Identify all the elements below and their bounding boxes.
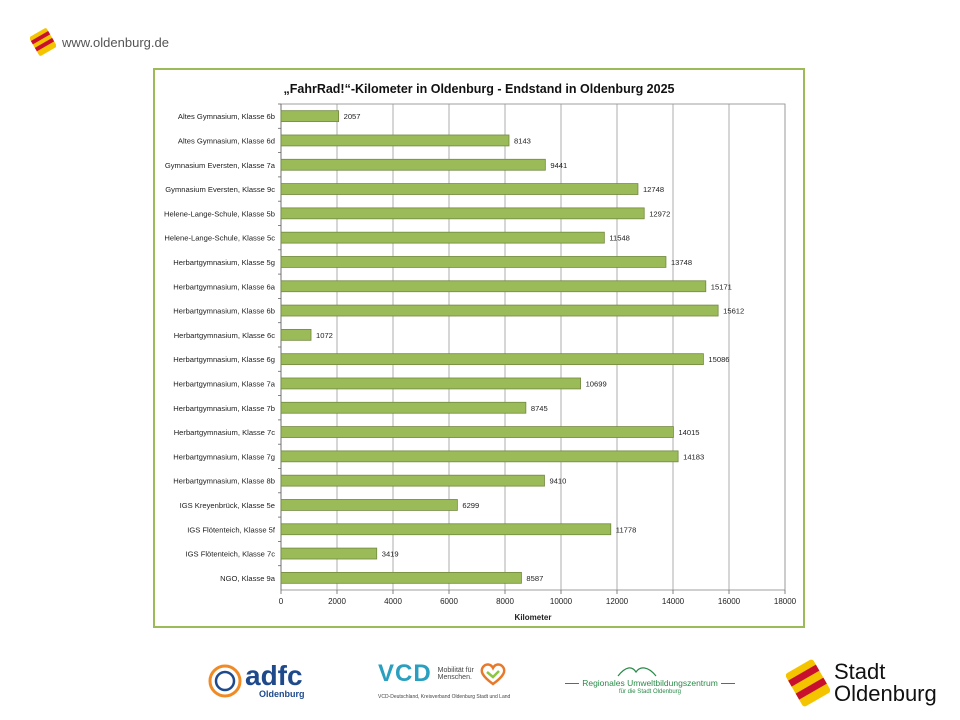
bar [280, 523, 612, 536]
y-tick-label: Herbartgymnasium, Klasse 6g [173, 355, 275, 364]
y-tick-label: Herbartgymnasium, Klasse 6c [174, 331, 275, 340]
y-tick-label: Herbartgymnasium, Klasse 7g [173, 452, 275, 461]
bar [280, 256, 667, 268]
bar [280, 183, 639, 195]
chart-title: „FahrRad!“-Kilometer in Oldenburg - Ends… [283, 82, 675, 96]
ruz-sub: für die Stadt Oldenburg [618, 689, 682, 695]
ruz-logo[interactable]: Regionales Umweltbildungszentrum für die… [565, 664, 735, 695]
bar [280, 304, 719, 317]
bar [280, 328, 312, 341]
y-tick-label: Helene-Lange-Schule, Klasse 5b [164, 209, 275, 218]
y-tick-label: Herbartgymnasium, Klasse 5g [173, 258, 275, 267]
y-tick-label: Herbartgymnasium, Klasse 7a [173, 379, 275, 388]
chart-frame: „FahrRad!“-Kilometer in Oldenburg - Ends… [153, 68, 805, 628]
x-tick-label: 2000 [328, 597, 346, 606]
x-tick-label: 12000 [606, 597, 629, 606]
data-label: 2057 [344, 112, 361, 121]
data-label: 8587 [526, 574, 543, 583]
y-tick-label: Herbartgymnasium, Klasse 6b [173, 307, 275, 316]
bar [280, 353, 704, 366]
y-tick-label: Herbartgymnasium, Klasse 8b [173, 477, 275, 486]
site-url[interactable]: www.oldenburg.de [62, 34, 169, 50]
y-tick-label: Altes Gymnasium, Klasse 6b [178, 112, 275, 121]
data-label: 12972 [649, 209, 670, 218]
x-tick-label: 10000 [550, 597, 573, 606]
adfc-logo[interactable]: adfc Oldenburg [207, 662, 305, 699]
data-label: 15171 [711, 282, 732, 291]
bar [280, 474, 545, 487]
bar [280, 499, 458, 511]
y-tick-label: IGS Flötenteich, Klasse 7c [186, 550, 276, 559]
y-tick-label: Altes Gymnasium, Klasse 6d [178, 136, 275, 145]
bar [280, 450, 679, 463]
ruz-bird-icon [617, 667, 657, 677]
data-label: 10699 [586, 379, 607, 388]
y-tick-label: IGS Flötenteich, Klasse 5f [187, 525, 276, 534]
bar [280, 280, 707, 293]
vcd-tagline-2: Menschen. [437, 674, 472, 681]
bar [280, 134, 510, 147]
adfc-name: adfc [245, 660, 303, 691]
data-label: 9441 [550, 161, 567, 170]
bar [280, 571, 522, 584]
x-tick-label: 6000 [440, 597, 458, 606]
data-label: 13748 [671, 258, 692, 267]
bar [280, 110, 339, 123]
data-label: 14015 [678, 428, 699, 437]
site-header: www.oldenburg.de [30, 26, 169, 58]
data-label: 14183 [683, 452, 704, 461]
bar [280, 401, 527, 414]
data-label: 12748 [643, 185, 664, 194]
vcd-heart-icon [480, 663, 506, 686]
data-label: 6299 [462, 501, 479, 510]
ruz-name: Regionales Umweltbildungszentrum [582, 678, 718, 688]
y-tick-label: Herbartgymnasium, Klasse 7c [174, 428, 275, 437]
bar [280, 426, 674, 438]
x-tick-label: 16000 [718, 597, 741, 606]
x-tick-label: 18000 [774, 597, 797, 606]
y-tick-label: Gymnasium Eversten, Klasse 7a [165, 161, 276, 170]
oldenburg-shield-icon [30, 28, 56, 56]
y-tick-label: Helene-Lange-Schule, Klasse 5c [164, 234, 275, 243]
y-tick-label: IGS Kreyenbrück, Klasse 5e [180, 501, 275, 510]
adfc-sub: Oldenburg [259, 689, 305, 699]
data-label: 11548 [609, 234, 630, 243]
stadt-line2: Oldenburg [834, 681, 937, 706]
adfc-wheel-icon [208, 664, 242, 697]
data-label: 15086 [708, 355, 729, 364]
bar [280, 158, 546, 171]
x-tick-label: 8000 [496, 597, 514, 606]
bar [280, 377, 581, 390]
bar [280, 231, 605, 244]
y-tick-label: Gymnasium Eversten, Klasse 9c [165, 185, 275, 194]
vcd-sub: VCD-Deutschland, Kreisverband Oldenburg … [378, 694, 511, 700]
vcd-tagline-1: Mobilität für [437, 666, 474, 674]
data-label: 8143 [514, 136, 531, 145]
plot-area [280, 103, 786, 591]
y-tick-label: NGO, Klasse 9a [220, 574, 276, 583]
footer-logos: adfc Oldenburg VCD Mobilität für Mensche… [0, 650, 960, 720]
stadt-line1: Stadt [834, 659, 886, 684]
x-tick-label: 14000 [662, 597, 685, 606]
data-label: 15612 [723, 307, 744, 316]
data-label: 1072 [316, 331, 333, 340]
vcd-logo[interactable]: VCD Mobilität für Menschen. VCD-Deutschl… [378, 660, 510, 700]
bar [280, 207, 645, 220]
vcd-name: VCD [378, 660, 432, 687]
bar [280, 547, 378, 560]
stadt-oldenburg-logo[interactable]: Stadt Oldenburg [786, 658, 937, 708]
data-label: 8745 [531, 404, 548, 413]
x-tick-label: 4000 [384, 597, 402, 606]
bar-chart: 0 2000 4000 6000 8000 10000 12000 14000 16000 180… [164, 103, 797, 622]
data-label: 3419 [382, 550, 399, 559]
x-axis-label: Kilometer [515, 613, 552, 622]
data-label: 9410 [549, 477, 566, 486]
y-tick-label: Herbartgymnasium, Klasse 6a [173, 282, 275, 291]
y-tick-label: Herbartgymnasium, Klasse 7b [173, 404, 275, 413]
x-tick-label: 0 [279, 597, 284, 606]
data-label: 11778 [616, 525, 637, 534]
oldenburg-shield-icon [786, 659, 830, 707]
